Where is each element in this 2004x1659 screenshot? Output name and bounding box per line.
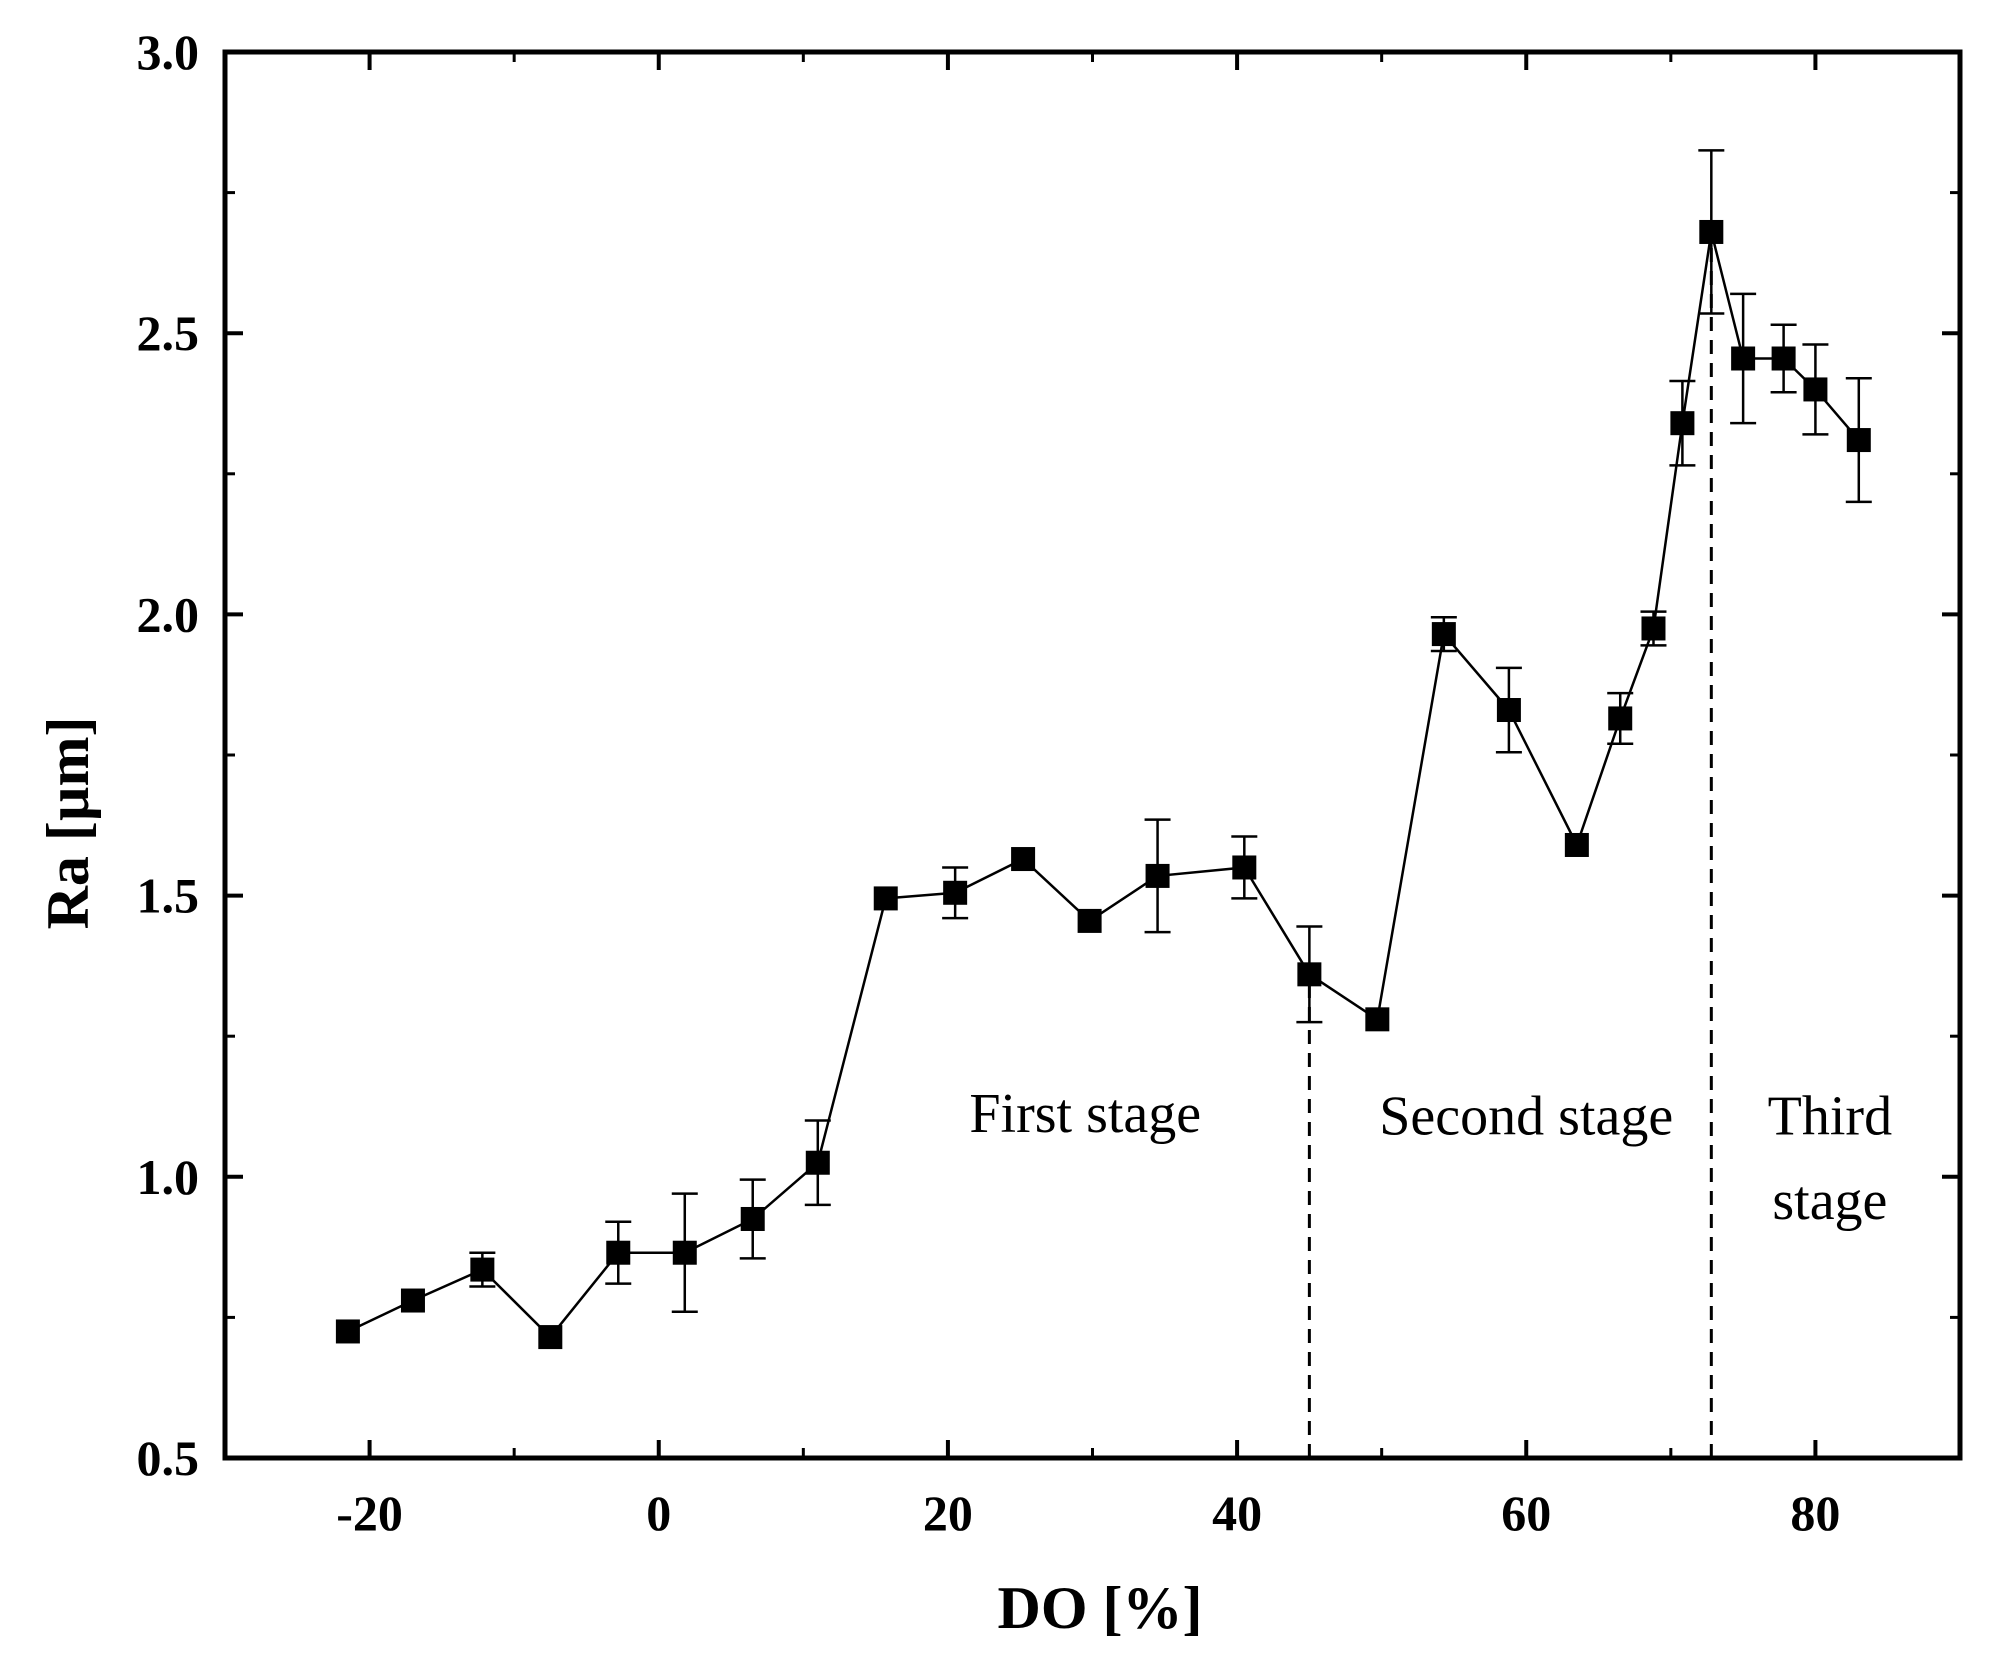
data-point: [1365, 1007, 1390, 1032]
data-point: [400, 1288, 425, 1313]
data-point: [335, 1319, 360, 1344]
data-point: [1670, 411, 1695, 436]
data-point: [1011, 847, 1036, 872]
data-point: [470, 1257, 495, 1282]
y-tick-label: 0.5: [137, 1430, 200, 1486]
x-tick-label: 0: [646, 1485, 671, 1541]
y-axis-title: Ra [µm]: [35, 717, 101, 930]
series-line: [347, 231, 1860, 1339]
y-tick-label: 2.5: [137, 305, 200, 361]
data-point: [1564, 832, 1589, 857]
data-point: [1608, 706, 1633, 731]
data-point: [943, 880, 968, 905]
data-point: [1803, 377, 1828, 402]
x-tick-label: 80: [1790, 1485, 1840, 1541]
stage-label: Second stage: [1379, 1086, 1673, 1148]
y-tick-label: 2.0: [137, 586, 200, 642]
data-point: [672, 1240, 697, 1265]
data-point: [1077, 908, 1102, 933]
x-tick-label: 20: [923, 1485, 973, 1541]
annotations: First stage Second stage Third stage: [969, 1083, 1892, 1232]
stage-label: Third: [1768, 1086, 1892, 1148]
plot-frame: [222, 49, 1963, 1461]
stage-boundaries: [1307, 231, 1713, 1458]
data-point: [805, 1150, 830, 1175]
data-point: [740, 1206, 765, 1231]
y-tick-label: 1.5: [137, 868, 200, 924]
x-tick-label: 40: [1212, 1485, 1262, 1541]
data-point: [1232, 855, 1257, 880]
axes: -20 0 20 40 60 80 0.5 1.0 1.5 2.0 2.5 3.0: [137, 24, 1963, 1541]
x-tick-label: 60: [1501, 1485, 1551, 1541]
x-tick-label: -20: [336, 1485, 403, 1541]
data-point: [1641, 616, 1666, 641]
data-point: [873, 886, 898, 911]
data-point: [1145, 863, 1170, 888]
stage-label: First stage: [969, 1083, 1201, 1145]
data-point: [1431, 622, 1456, 647]
data-point: [1846, 428, 1871, 453]
data-point: [1771, 346, 1796, 371]
stage-label: stage: [1772, 1170, 1887, 1232]
data-point: [1731, 346, 1756, 371]
data-point: [606, 1240, 631, 1265]
data-point: [1496, 698, 1521, 723]
data-point: [1699, 219, 1724, 244]
data-series: [335, 149, 1872, 1350]
y-tick-label: 3.0: [137, 24, 200, 80]
data-point: [1297, 962, 1322, 987]
y-tick-label: 1.0: [137, 1149, 200, 1205]
data-point: [538, 1325, 563, 1350]
x-axis-title: DO [%]: [998, 1575, 1203, 1641]
